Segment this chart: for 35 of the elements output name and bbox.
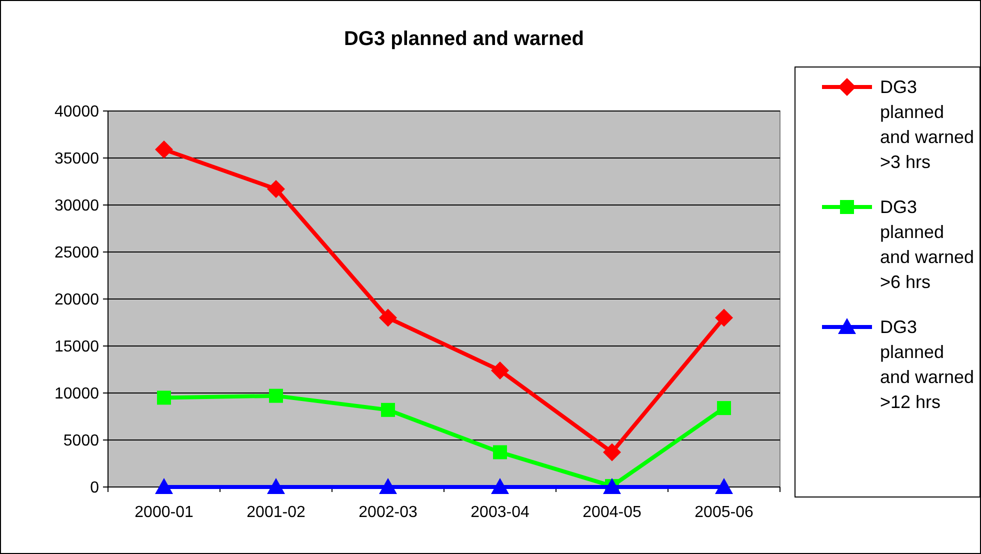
point	[381, 402, 395, 417]
y-tick-label: 5000	[63, 432, 100, 450]
point	[491, 478, 509, 494]
point	[491, 361, 509, 380]
point	[155, 140, 173, 159]
point	[717, 401, 731, 416]
y-tick-label: 30000	[54, 198, 100, 215]
x-tick-label: 2004-05	[582, 504, 642, 521]
y-tick-label: 0	[90, 480, 100, 497]
x-tick-label: 2001-02	[246, 504, 306, 521]
point	[267, 478, 285, 494]
point	[379, 308, 397, 327]
point	[157, 390, 171, 405]
x-tick-label: 2000-01	[134, 504, 194, 521]
point	[493, 445, 507, 460]
y-tick-label: 25000	[54, 244, 100, 262]
point	[603, 443, 621, 462]
chart-title: DG3 planned and warned	[344, 28, 584, 50]
point	[269, 388, 283, 403]
x-tick-label: 2005-06	[694, 504, 754, 521]
point	[715, 478, 733, 494]
point	[155, 478, 173, 494]
y-tick-label: 40000	[54, 104, 100, 121]
legend-label: DG3 planned and warned >3 hrs	[880, 77, 974, 172]
y-tick-label: 10000	[54, 386, 100, 403]
legend-label: DG3 planned and warned >12 hrs	[880, 317, 974, 412]
x-tick-label: 2002-03	[358, 504, 418, 521]
point	[379, 478, 397, 494]
y-tick-label: 20000	[54, 292, 100, 309]
point	[715, 308, 733, 327]
point	[267, 180, 285, 198]
y-tick-label: 15000	[54, 338, 100, 356]
x-tick-label: 2003-04	[470, 504, 530, 521]
y-tick-label: 35000	[54, 150, 100, 168]
legend-label: DG3 planned and warned >6 hrs	[880, 197, 974, 292]
